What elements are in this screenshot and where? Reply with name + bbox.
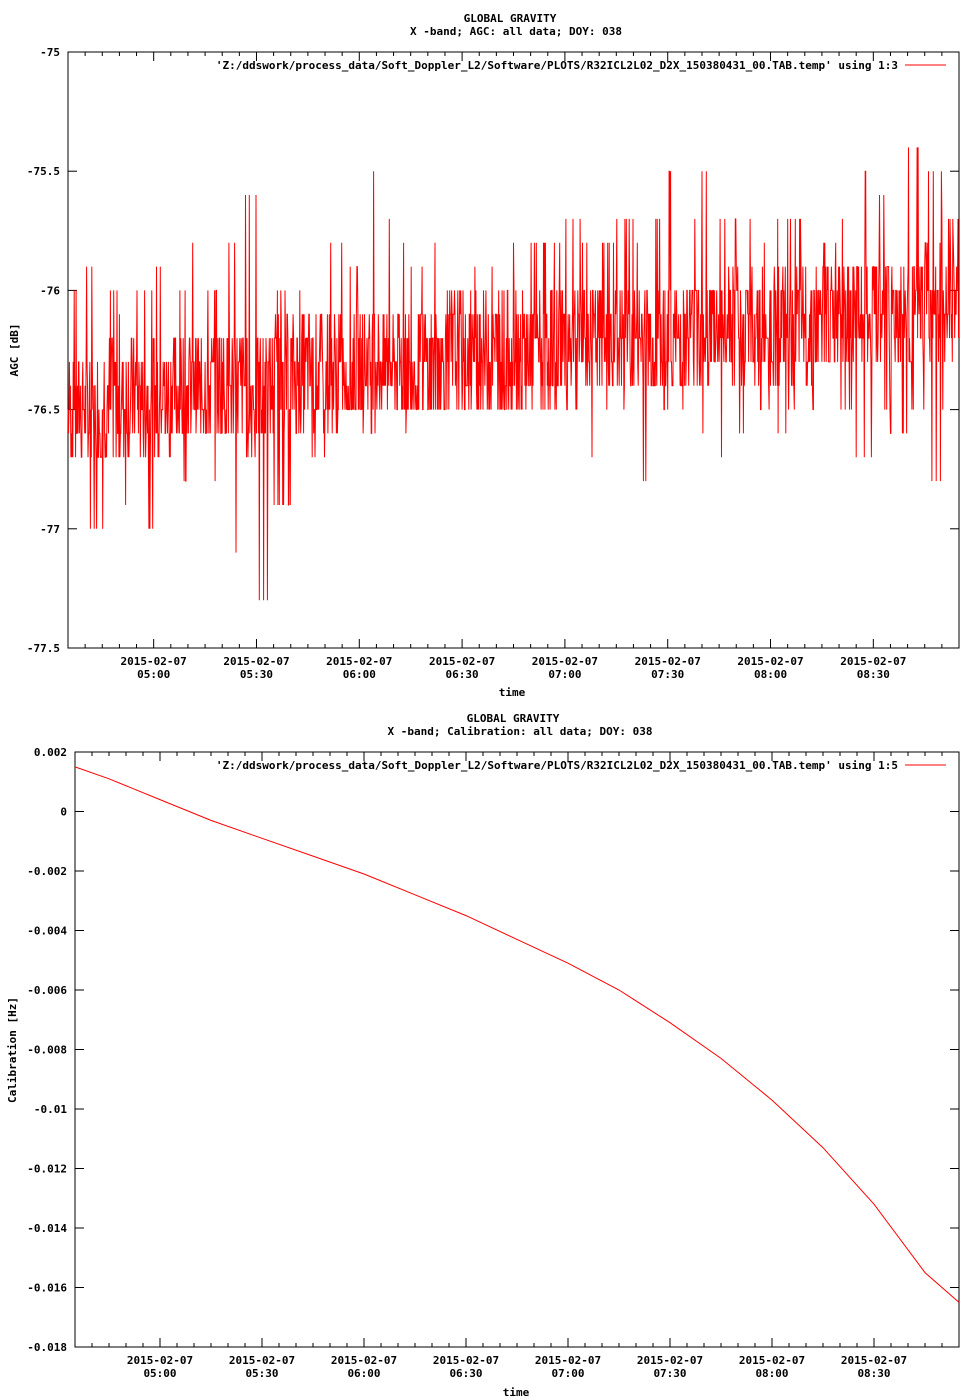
calibration-x-tick-date: 2015-02-07 — [127, 1354, 193, 1367]
agc-chart-title: GLOBAL GRAVITY — [464, 12, 557, 25]
calibration-y-tick-label: 0.002 — [34, 746, 67, 759]
calibration-series-path — [74, 766, 960, 1303]
agc-x-tick-time: 07:00 — [548, 668, 581, 681]
calibration-y-tick-label: 0 — [60, 806, 67, 819]
agc-y-tick-label: -77.5 — [27, 642, 60, 655]
calibration-x-tick-time: 07:00 — [551, 1367, 584, 1380]
calibration-y-tick-label: -0.002 — [27, 865, 67, 878]
calibration-x-axis: 2015-02-0705:002015-02-0705:302015-02-07… — [74, 752, 960, 1380]
calibration-legend-label: 'Z:/ddswork/process_data/Soft_Doppler_L2… — [216, 759, 898, 772]
calibration-x-tick-date: 2015-02-07 — [535, 1354, 601, 1367]
agc-x-tick-date: 2015-02-07 — [326, 655, 392, 668]
agc-y-axis-label: AGC [dB] — [8, 324, 21, 377]
calibration-x-tick-time: 05:00 — [143, 1367, 176, 1380]
agc-x-tick-time: 06:30 — [446, 668, 479, 681]
calibration-plot-frame — [74, 751, 960, 1348]
calibration-x-tick-date: 2015-02-07 — [229, 1354, 295, 1367]
calibration-x-tick-time: 07:30 — [653, 1367, 686, 1380]
calibration-x-tick-date: 2015-02-07 — [739, 1354, 805, 1367]
calibration-y-axis-label: Calibration [Hz] — [6, 997, 19, 1103]
calibration-y-tick-label: -0.014 — [27, 1222, 67, 1235]
agc-x-tick-date: 2015-02-07 — [635, 655, 701, 668]
calibration-y-tick-label: -0.004 — [27, 925, 67, 938]
agc-y-tick-label: -76 — [40, 284, 60, 297]
agc-series-line — [67, 147, 959, 601]
agc-legend-label: 'Z:/ddswork/process_data/Soft_Doppler_L2… — [216, 59, 898, 72]
agc-y-tick-label: -75.5 — [27, 165, 60, 178]
agc-x-tick-date: 2015-02-07 — [121, 655, 187, 668]
agc-x-tick-time: 08:30 — [857, 668, 890, 681]
agc-chart-subtitle: X -band; AGC: all data; DOY: 038 — [410, 25, 622, 38]
calibration-y-tick-label: -0.008 — [27, 1044, 67, 1057]
calibration-x-tick-date: 2015-02-07 — [637, 1354, 703, 1367]
calibration-x-tick-date: 2015-02-07 — [841, 1354, 907, 1367]
calibration-series-line — [74, 766, 960, 1303]
agc-x-tick-date: 2015-02-07 — [532, 655, 598, 668]
calibration-chart-title: GLOBAL GRAVITY — [467, 712, 560, 725]
agc-x-axis: 2015-02-0705:002015-02-0705:302015-02-07… — [67, 52, 960, 681]
calibration-x-axis-label: time — [503, 1386, 530, 1399]
calibration-x-tick-time: 06:00 — [347, 1367, 380, 1380]
agc-y-tick-label: -77 — [40, 523, 60, 536]
calibration-y-tick-label: -0.01 — [34, 1103, 67, 1116]
agc-x-tick-time: 05:30 — [240, 668, 273, 681]
agc-x-axis-label: time — [499, 686, 526, 699]
agc-x-tick-time: 05:00 — [137, 668, 170, 681]
agc-x-tick-time: 07:30 — [651, 668, 684, 681]
agc-x-tick-date: 2015-02-07 — [840, 655, 906, 668]
calibration-x-tick-time: 05:30 — [245, 1367, 278, 1380]
agc-x-tick-date: 2015-02-07 — [737, 655, 803, 668]
agc-x-tick-time: 08:00 — [754, 668, 787, 681]
agc-x-tick-date: 2015-02-07 — [223, 655, 289, 668]
calibration-y-axis: 0.002 0 -0.002 -0.004 -0.006 -0.008 -0.01 -0.01… — [27, 746, 959, 1354]
calibration-x-tick-time: 06:30 — [449, 1367, 482, 1380]
calibration-y-tick-label: -0.006 — [27, 984, 67, 997]
calibration-x-tick-date: 2015-02-07 — [331, 1354, 397, 1367]
calibration-y-tick-label: -0.012 — [27, 1163, 67, 1176]
calibration-x-tick-date: 2015-02-07 — [433, 1354, 499, 1367]
agc-y-tick-label: -75 — [40, 46, 60, 59]
calibration-chart: GLOBAL GRAVITY X -band; Calibration: all… — [6, 712, 960, 1399]
calibration-chart-subtitle: X -band; Calibration: all data; DOY: 038 — [388, 725, 653, 738]
calibration-y-tick-label: -0.016 — [27, 1282, 67, 1295]
calibration-x-tick-time: 08:30 — [857, 1367, 890, 1380]
agc-x-tick-time: 06:00 — [343, 668, 376, 681]
agc-x-tick-date: 2015-02-07 — [429, 655, 495, 668]
agc-chart: GLOBAL GRAVITY X -band; AGC: all data; D… — [8, 12, 960, 699]
agc-y-tick-label: -76.5 — [27, 404, 60, 417]
calibration-x-tick-time: 08:00 — [755, 1367, 788, 1380]
calibration-y-tick-label: -0.018 — [27, 1341, 67, 1354]
agc-series-path — [67, 147, 959, 601]
